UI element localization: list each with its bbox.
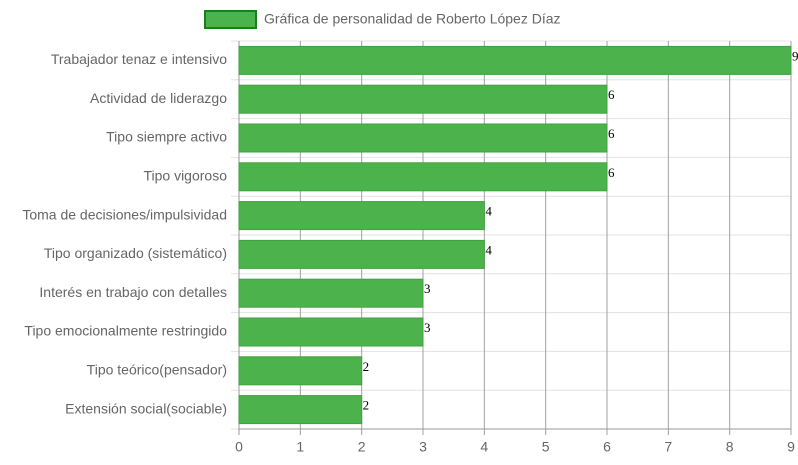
value-label: 9 <box>792 48 798 63</box>
bar <box>238 395 363 425</box>
value-label: 6 <box>608 165 615 180</box>
x-tick-label: 9 <box>787 439 795 455</box>
bar <box>238 84 608 114</box>
bar <box>238 201 485 231</box>
y-tick-label: Toma de decisiones/impulsividad <box>22 206 227 222</box>
value-label: 6 <box>608 126 615 141</box>
bar <box>238 45 792 75</box>
bar <box>238 123 608 153</box>
value-label: 6 <box>608 87 615 102</box>
value-label: 4 <box>485 242 492 257</box>
y-tick-label: Tipo organizado (sistemático) <box>44 245 227 261</box>
x-tick-label: 1 <box>296 439 304 455</box>
x-tick-label: 6 <box>603 439 611 455</box>
x-tick-label: 8 <box>726 439 734 455</box>
y-tick-label: Tipo vigoroso <box>143 168 227 184</box>
value-label: 3 <box>424 281 431 296</box>
value-label: 3 <box>424 320 431 335</box>
x-tick-label: 2 <box>358 439 366 455</box>
legend-swatch <box>204 10 257 29</box>
x-tick-label: 5 <box>542 439 550 455</box>
y-tick-label: Interés en trabajo con detalles <box>39 284 227 300</box>
x-tick-label: 3 <box>419 439 427 455</box>
x-tick-label: 7 <box>664 439 672 455</box>
y-tick-label: Trabajador tenaz e intensivo <box>51 51 227 67</box>
bar <box>238 317 424 347</box>
y-tick-label: Tipo emocionalmente restringido <box>24 323 227 339</box>
bar <box>238 278 424 308</box>
bar <box>238 239 485 269</box>
y-tick-label: Tipo teórico(pensador) <box>87 362 227 378</box>
bar <box>238 356 363 386</box>
legend-label: Gráfica de personalidad de Roberto López… <box>264 11 561 27</box>
y-tick-label: Actividad de liderazgo <box>90 90 227 106</box>
value-label: 2 <box>363 398 370 413</box>
x-tick-label: 0 <box>235 439 243 455</box>
x-tick-label: 4 <box>480 439 488 455</box>
value-label: 4 <box>485 204 492 219</box>
bar <box>238 162 608 192</box>
value-label: 2 <box>363 359 370 374</box>
y-tick-label: Extensión social(sociable) <box>65 400 227 416</box>
y-tick-label: Tipo siempre activo <box>106 129 227 145</box>
